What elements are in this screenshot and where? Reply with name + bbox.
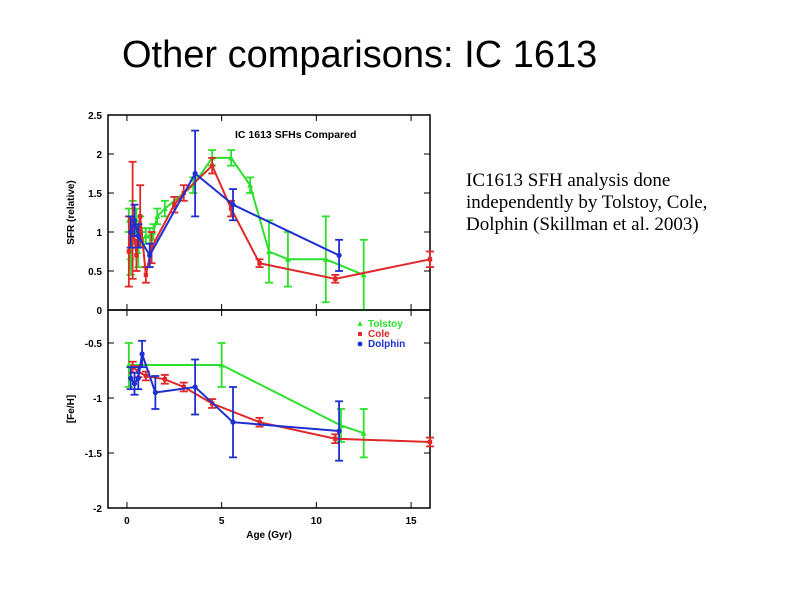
data-point-dolphin	[336, 428, 342, 434]
data-point-dolphin	[147, 252, 153, 258]
data-point-tolstoy	[142, 232, 149, 239]
data-point-dolphin	[192, 170, 198, 177]
data-point-cole	[138, 214, 143, 219]
legend-marker-cole	[358, 332, 362, 336]
data-point-dolphin	[135, 375, 141, 381]
ytick-label-feh: -1	[93, 394, 102, 405]
data-point-dolphin	[139, 351, 145, 357]
data-point-cole	[228, 206, 234, 211]
ytick-label-sfr: 0	[96, 306, 102, 317]
xtick-label: 15	[405, 516, 417, 527]
legend-marker-tolstoy	[357, 321, 363, 326]
data-point-cole	[209, 163, 215, 168]
data-point-dolphin	[131, 217, 138, 223]
data-point-cole	[172, 202, 177, 207]
series-line-tolstoy-feh	[128, 364, 365, 435]
data-point-tolstoy	[360, 430, 367, 436]
data-point-cole	[149, 245, 154, 250]
data-point-cole	[126, 249, 132, 254]
data-point-cole	[257, 261, 262, 266]
data-point-tolstoy	[154, 213, 161, 219]
slide-title: Other comparisons: IC 1613	[122, 34, 598, 76]
ytick-label-sfr: 0.5	[88, 267, 102, 278]
data-point-tolstoy	[322, 256, 329, 262]
data-point-cole	[427, 439, 433, 445]
data-point-cole	[427, 257, 433, 262]
data-point-dolphin	[230, 202, 236, 208]
data-point-cole	[143, 272, 149, 278]
series-line-cole-feh	[132, 366, 431, 443]
data-point-dolphin	[192, 384, 198, 390]
ytick-label-feh: -1.5	[85, 449, 103, 460]
ic1613-chart: 0 0.5 1 1.5 2 2.5 SFR (relative) -0.5 -1 -1.5 -2 [F…	[66, 111, 434, 541]
data-point-cole	[333, 436, 338, 441]
data-point-tolstoy	[218, 362, 225, 368]
xtick-label: 0	[124, 516, 130, 527]
xtick-label: 5	[219, 516, 225, 527]
ytick-label-sfr: 1.5	[88, 189, 102, 200]
data-point-cole	[257, 420, 262, 425]
xlabel: Age (Gyr)	[246, 530, 292, 541]
series-line-cole-sfr	[127, 163, 431, 280]
panel-frame-feh	[107, 309, 431, 509]
legend-marker-dolphin	[357, 341, 363, 347]
data-point-cole	[134, 253, 139, 258]
ytick-label-sfr: 2.5	[88, 111, 102, 122]
data-point-cole	[162, 377, 168, 382]
chart-title: IC 1613 SFHs Compared	[235, 129, 356, 141]
xtick-label: 10	[311, 516, 323, 527]
data-point-dolphin	[135, 233, 141, 239]
legend-label-tolstoy: Tolstoy	[368, 319, 403, 330]
data-point-dolphin	[128, 375, 134, 381]
data-point-tolstoy	[284, 256, 291, 262]
data-point-dolphin	[131, 381, 138, 387]
legend-label-dolphin: Dolphin	[368, 339, 405, 350]
ytick-label-feh: -2	[93, 504, 102, 515]
data-point-dolphin	[152, 389, 158, 396]
data-point-tolstoy	[161, 205, 168, 212]
ytick-label-sfr: 1	[96, 228, 102, 239]
body-text: IC1613 SFH analysis done independently b…	[466, 170, 708, 235]
data-point-tolstoy	[228, 154, 235, 161]
ytick-label-feh: -0.5	[85, 339, 103, 350]
data-point-tolstoy	[247, 182, 254, 188]
data-point-dolphin	[128, 229, 134, 235]
data-point-dolphin	[230, 419, 236, 425]
data-point-tolstoy	[125, 362, 132, 368]
data-point-cole	[181, 384, 186, 390]
data-point-dolphin	[336, 252, 342, 258]
ytick-label-sfr: 2	[96, 150, 102, 161]
ylabel-sfr: SFR (relative)	[66, 180, 77, 244]
data-point-cole	[143, 373, 149, 379]
data-point-tolstoy	[360, 271, 367, 278]
legend-label-cole: Cole	[368, 329, 390, 340]
data-point-tolstoy	[266, 248, 272, 254]
ylabel-feh: [Fe/H]	[66, 395, 77, 423]
data-point-cole	[333, 276, 338, 281]
